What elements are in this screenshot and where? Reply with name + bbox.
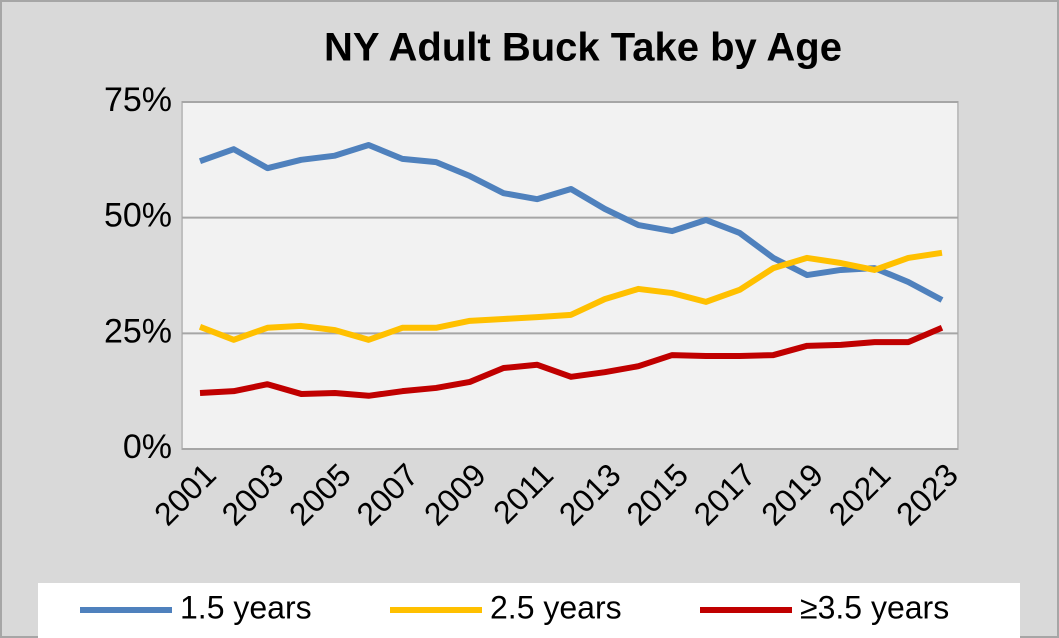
legend-label: ≥3.5 years — [800, 589, 949, 625]
legend-label: 1.5 years — [180, 589, 312, 625]
legend-label: 2.5 years — [490, 589, 622, 625]
plot-area — [181, 101, 959, 450]
y-tick-label: 25% — [104, 312, 172, 350]
y-tick-label: 0% — [123, 428, 172, 466]
series-line — [198, 249, 943, 343]
legend-box — [38, 583, 1020, 638]
series-line — [199, 325, 944, 399]
y-tick-label: 50% — [104, 197, 172, 235]
y-tick-label: 75% — [104, 81, 172, 119]
series-line — [198, 142, 944, 303]
chart-title: NY Adult Buck Take by Age — [324, 26, 842, 70]
